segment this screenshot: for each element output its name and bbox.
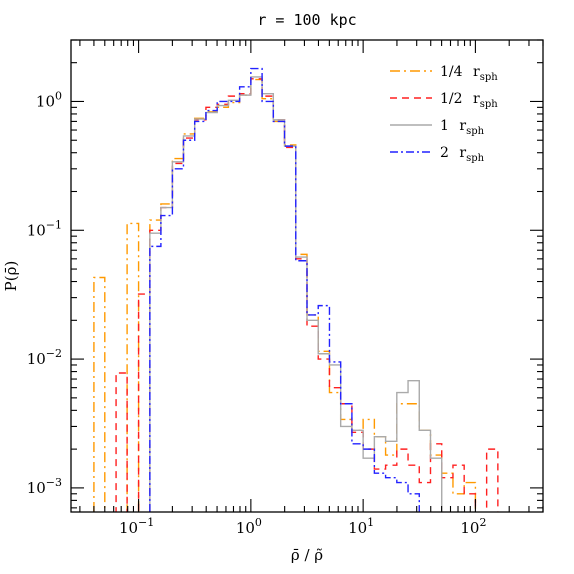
legend-label-3: 1 rsph xyxy=(440,118,485,137)
plot-frame xyxy=(70,39,544,513)
x-tick-label: 101 xyxy=(348,516,374,537)
y-tick-label: 10−1 xyxy=(27,218,62,239)
y-tick-label: 10−3 xyxy=(27,476,62,497)
legend: 1/4 rsph 1/2 rsph 1 rsph 2 rsph xyxy=(390,64,498,164)
y-axis-label: P(ρ̄) xyxy=(2,261,20,292)
y-tick-label: 10−2 xyxy=(27,347,62,368)
y-tick-label: 100 xyxy=(36,89,62,110)
legend-label-4: 2 rsph xyxy=(440,145,485,164)
chart-title: r = 100 kpc xyxy=(257,11,356,29)
legend-label-2: 1/2 rsph xyxy=(440,91,498,110)
axes: 10−1 100 101 102 10−3 10−2 10−1 100 xyxy=(27,39,544,537)
x-axis-label: ρ̄ / ρ̃ xyxy=(291,546,323,564)
x-tick-label: 100 xyxy=(236,516,262,537)
x-tick-label: 102 xyxy=(460,516,486,537)
legend-label-1: 1/4 rsph xyxy=(440,64,498,83)
x-tick-label: 10−1 xyxy=(119,516,154,537)
series-line-3 xyxy=(149,76,443,512)
plot-area xyxy=(93,67,499,512)
series-line-4 xyxy=(149,67,420,512)
